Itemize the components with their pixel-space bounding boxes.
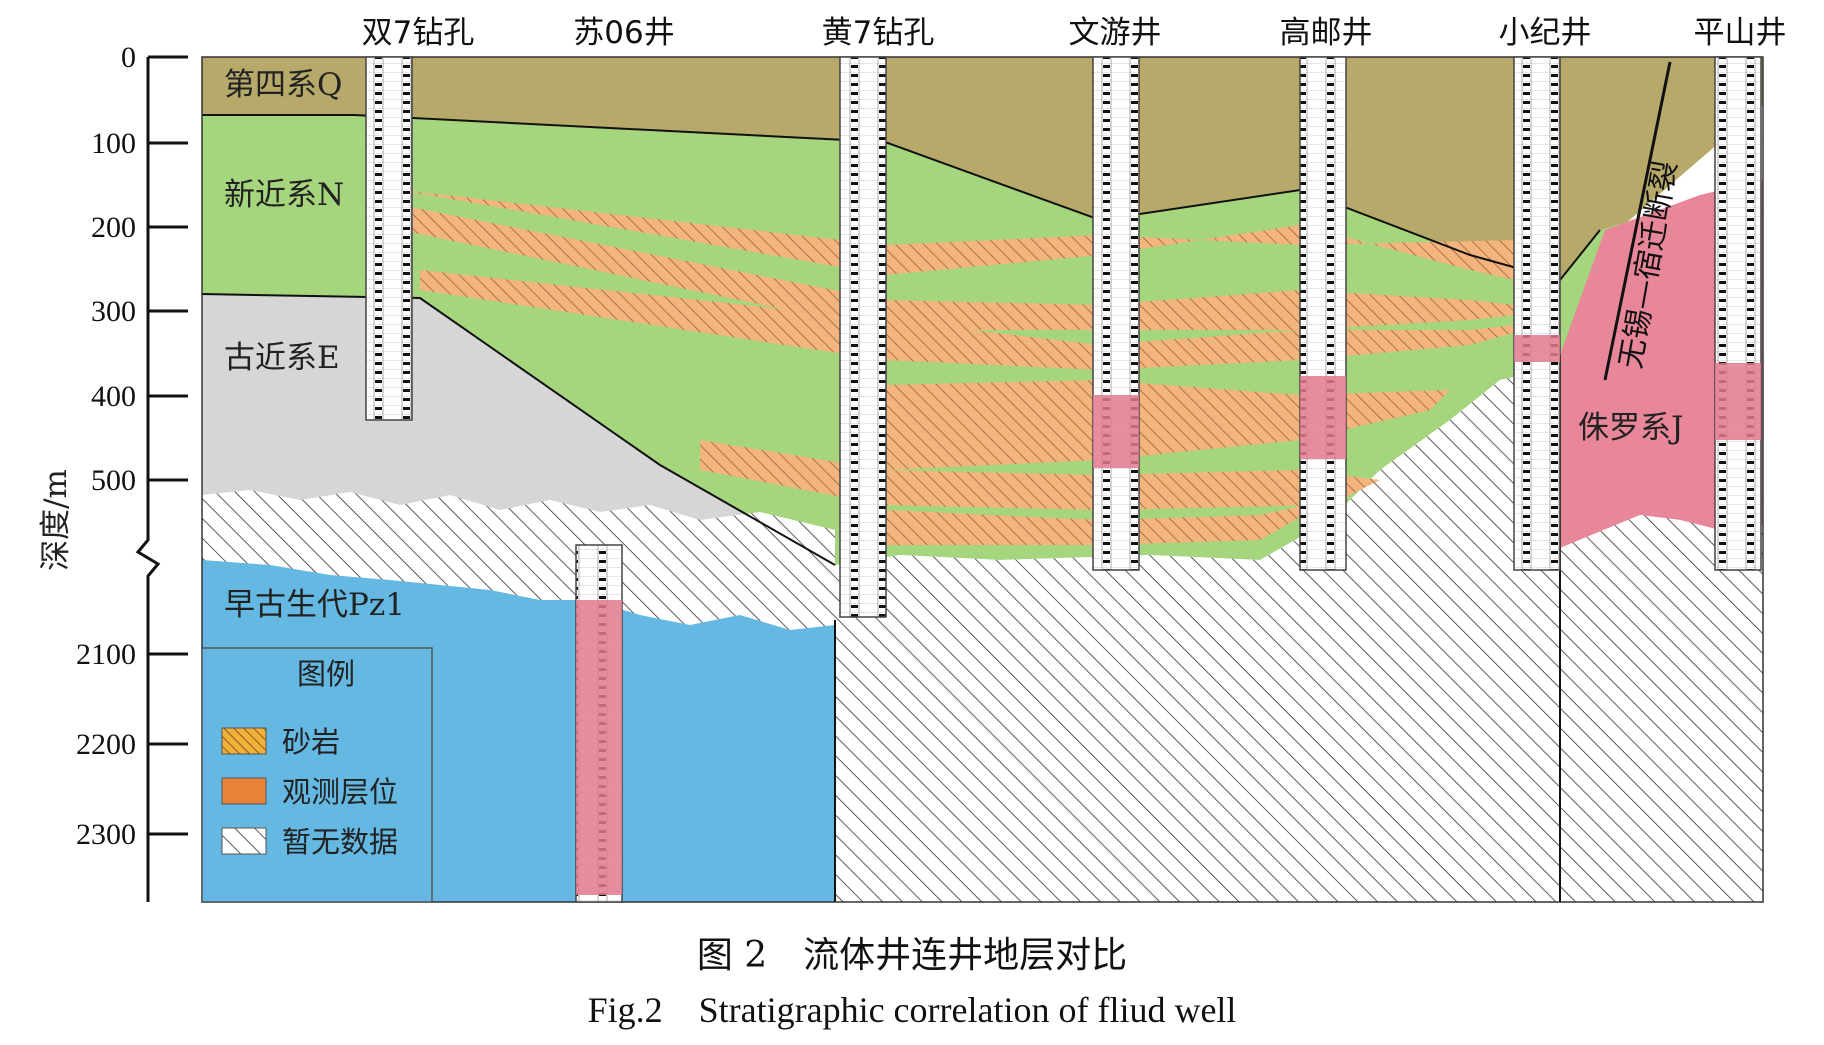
depth-tick-label-400: 400 (91, 380, 136, 413)
legend-swatch-sandstone (221, 727, 267, 755)
observation-zone-w6 (1514, 335, 1560, 362)
depth-axis-label: 深度/m (38, 469, 74, 571)
label-jurassic: 侏罗系J (1578, 410, 1683, 446)
well-column-w1 (365, 56, 413, 421)
no-data-zone-jurassic (1560, 515, 1763, 902)
geology-layers: 无锡—宿迁断裂 (201, 57, 1763, 902)
well-columns (365, 56, 1762, 903)
well-names: 双7钻孔 苏06井 黄7钻孔 文游井 高邮井 小纪井 平山井 (362, 15, 1787, 51)
fault-line (1603, 61, 1672, 381)
depth-axis: 0 100 200 300 400 500 2100 2200 2300 深度/m (38, 41, 188, 902)
well-name-w1: 双7钻孔 (362, 15, 475, 51)
legend-item-no-data: 暂无数据 (221, 825, 398, 859)
legend-swatch-no-data (221, 827, 267, 855)
depth-tick-label-300: 300 (91, 295, 136, 328)
depth-tick-label-2300: 2300 (76, 818, 136, 851)
label-neogene: 新近系N (224, 177, 344, 213)
legend-box (201, 647, 433, 903)
legend-title: 图例 (297, 657, 355, 691)
observation-zone-w7 (1715, 363, 1761, 440)
legend-swatch-observation (221, 777, 267, 805)
depth-tick-label-100: 100 (91, 127, 136, 160)
label-early-paleozoic: 早古生代Pz1 (224, 587, 405, 623)
well-name-w7: 平山井 (1694, 15, 1787, 51)
well-name-w3: 黄7钻孔 (822, 15, 935, 51)
label-quaternary: 第四系Q (224, 67, 342, 103)
well-name-w6: 小纪井 (1499, 15, 1592, 51)
legend-item-sandstone: 砂岩 (221, 725, 340, 759)
observation-zone-w2 (576, 600, 622, 895)
sandstone-lens-2 (400, 205, 1560, 330)
stratum-jurassic (1560, 180, 1763, 548)
sandstone-lens-3 (420, 270, 1560, 370)
section-frame (201, 56, 1764, 903)
depth-tick-label-0: 0 (121, 41, 136, 74)
label-paleogene: 古近系E (224, 340, 340, 376)
caption-english: Fig.2 Stratigraphic correlation of fliud… (588, 990, 1237, 1030)
observation-zone-w4 (1093, 395, 1139, 468)
depth-tick-label-200: 200 (91, 211, 136, 244)
stratum-quaternary (202, 57, 1763, 280)
observation-zone-w5 (1300, 376, 1346, 459)
well-column-w4 (1092, 56, 1140, 571)
legend-item-observation: 观测层位 (221, 775, 398, 809)
well-column-w7 (1714, 56, 1762, 571)
well-column-w6 (1513, 56, 1561, 571)
well-column-w2 (575, 544, 623, 903)
depth-tick-label-2100: 2100 (76, 638, 136, 671)
well-name-w4: 文游井 (1069, 15, 1162, 51)
depth-tick-label-500: 500 (91, 464, 136, 497)
strata-labels: 第四系Q 新近系N 古近系E 早古生代Pz1 侏罗系J (224, 67, 1683, 623)
no-data-zone-left (202, 490, 835, 650)
caption-chinese: 图 2 流体井连井地层对比 (697, 935, 1127, 976)
depth-tick-label-2200: 2200 (76, 728, 136, 761)
well-column-w5 (1299, 56, 1347, 571)
legend-label-no-data: 暂无数据 (282, 825, 398, 859)
well-name-w5: 高邮井 (1280, 15, 1373, 51)
legend: 图例 砂岩 观测层位 暂无数据 (201, 647, 433, 903)
well-name-w2: 苏06井 (573, 15, 674, 51)
axis-line (135, 57, 161, 902)
legend-label-sandstone: 砂岩 (282, 725, 340, 759)
boundary-n-e (201, 293, 836, 566)
legend-label-observation: 观测层位 (282, 775, 398, 809)
well-column-w3 (839, 56, 887, 618)
